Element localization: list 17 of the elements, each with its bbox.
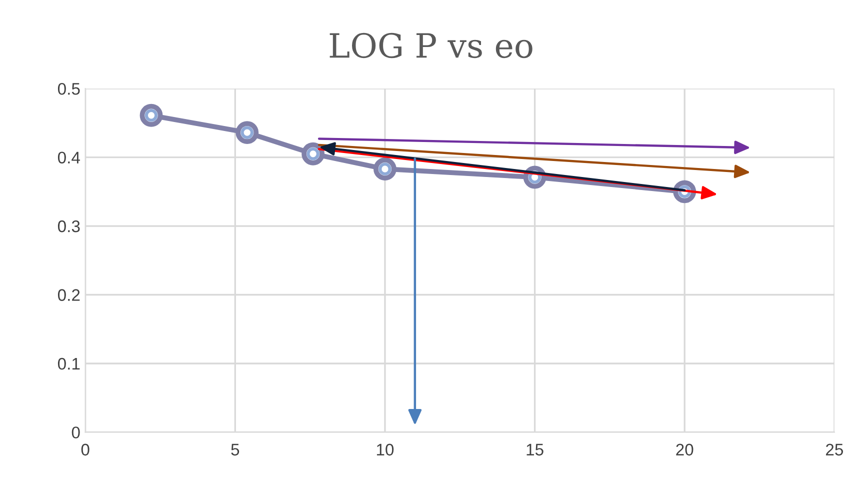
x-tick-label: 10 <box>376 444 394 456</box>
y-tick-label: 0.2 <box>58 289 80 301</box>
chart-title: LOG P vs eo <box>330 32 532 58</box>
y-tick-label: 0.3 <box>58 220 80 232</box>
y-tick-label: 0.4 <box>58 152 80 164</box>
point <box>140 104 163 127</box>
x-tick-label: 5 <box>231 444 240 456</box>
x-tick-label: 15 <box>526 444 544 456</box>
y-tick-label: 0.5 <box>58 82 80 95</box>
point <box>374 158 396 180</box>
x-tick-label: 20 <box>676 444 694 456</box>
x-tick-label: 0 <box>81 444 90 456</box>
x-tick-label: 25 <box>826 444 843 456</box>
y-tick-label: 0.1 <box>58 358 80 370</box>
point <box>302 142 325 166</box>
y-tick-label: 0 <box>72 426 80 438</box>
point <box>236 121 259 144</box>
